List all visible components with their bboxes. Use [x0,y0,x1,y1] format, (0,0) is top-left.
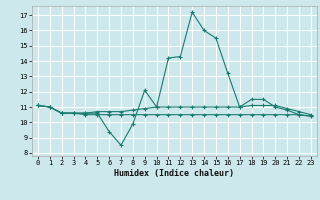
X-axis label: Humidex (Indice chaleur): Humidex (Indice chaleur) [115,169,234,178]
